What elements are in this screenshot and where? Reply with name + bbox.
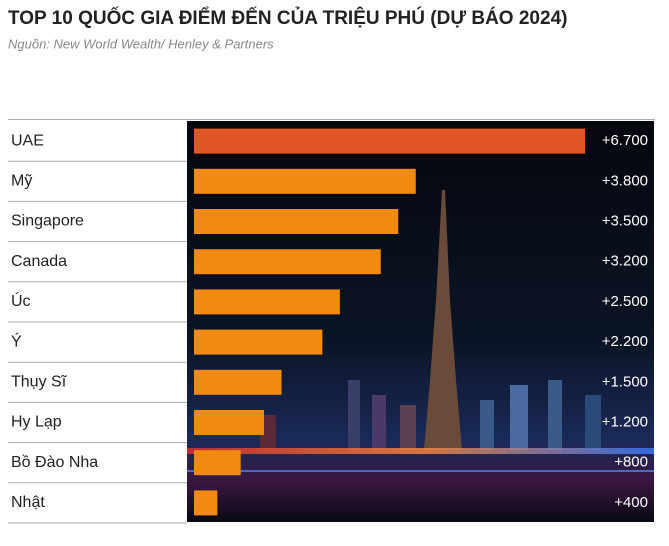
value-label: +3.800 <box>602 172 648 189</box>
category-label: Úc <box>11 291 31 310</box>
bar <box>194 168 416 194</box>
value-label: +1.500 <box>602 373 648 390</box>
value-label: +400 <box>614 494 648 511</box>
category-label: UAE <box>11 132 44 149</box>
bar <box>194 209 399 234</box>
chart-title: TOP 10 QUỐC GIA ĐIỂM ĐẾN CỦA TRIỆU PHÚ (… <box>8 7 567 29</box>
bar <box>194 450 241 476</box>
category-label: Canada <box>11 253 67 270</box>
category-label: Thụy Sĩ <box>11 374 68 391</box>
value-label: +3.500 <box>602 212 648 229</box>
category-label: Hy Lạp <box>11 414 62 431</box>
chart-subtitle: Nguồn: New World Wealth/ Henley & Partne… <box>8 36 274 51</box>
bar <box>194 249 381 275</box>
category-label: Bồ Đào Nha <box>11 454 98 471</box>
category-label: Ý <box>11 331 22 350</box>
bar <box>194 490 218 516</box>
category-label: Singapore <box>11 213 84 230</box>
value-label: +3.200 <box>602 253 648 270</box>
bar <box>194 410 265 435</box>
value-label: +6.700 <box>602 132 648 149</box>
value-label: +2.500 <box>602 293 648 310</box>
bar <box>194 329 323 355</box>
bar <box>194 369 282 395</box>
value-label: +2.200 <box>602 333 648 350</box>
bar <box>194 289 340 315</box>
value-label: +1.200 <box>602 413 648 430</box>
category-label: Nhật <box>11 494 45 511</box>
category-label: Mỹ <box>11 173 32 190</box>
value-label: +800 <box>614 454 648 471</box>
bar <box>194 128 585 154</box>
